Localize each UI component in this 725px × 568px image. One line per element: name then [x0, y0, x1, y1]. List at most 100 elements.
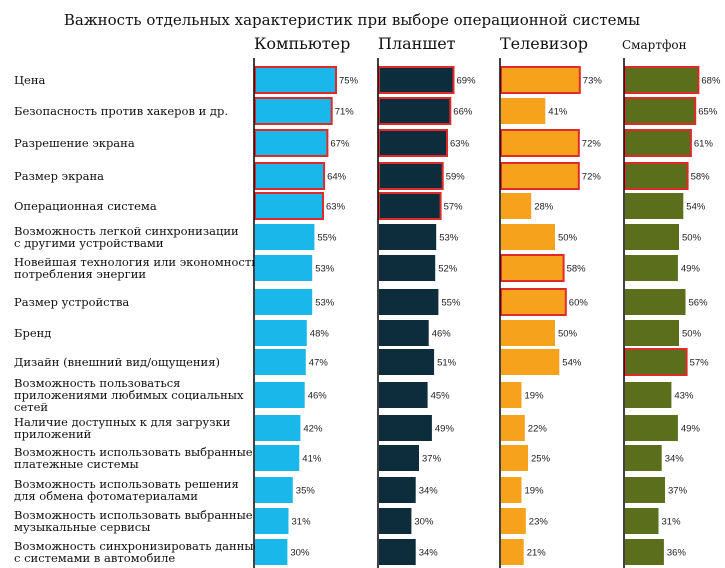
bar [255, 415, 301, 441]
category-label: Размер экрана [14, 169, 104, 183]
category-labels: Цена Безопасность против хакеров и др. Раз… [14, 73, 261, 565]
bar [625, 255, 678, 281]
bar [625, 445, 662, 471]
bar [625, 508, 659, 534]
bar [501, 382, 522, 408]
bar [501, 415, 525, 441]
bar [625, 289, 686, 315]
data-label: 34% [419, 486, 439, 497]
bar [501, 98, 546, 124]
panel-1: Компьютер 75% 71% 67% 64% 63% 55% 53% 53% 48% 47% 4… [253, 34, 359, 568]
data-label: 52% [438, 264, 458, 275]
category-label-line: Разрешение экрана [14, 136, 135, 150]
data-label: 54% [562, 358, 582, 369]
category-label-line: потребления энергии [14, 267, 146, 281]
bar [379, 539, 416, 565]
data-label: 22% [528, 424, 548, 435]
data-label: 49% [435, 424, 455, 435]
data-label: 53% [439, 233, 459, 244]
bar [625, 320, 679, 346]
data-label: 66% [453, 107, 473, 118]
data-label: 50% [558, 329, 578, 340]
bar [378, 66, 455, 94]
bar [255, 289, 313, 315]
category-label-line: Возможность пользоваться [14, 376, 180, 390]
data-label: 25% [531, 454, 551, 465]
data-label: 50% [558, 233, 578, 244]
data-label: 73% [583, 76, 603, 87]
panel-title: Планшет [378, 34, 456, 53]
data-label: 47% [309, 358, 329, 369]
data-label: 50% [682, 233, 702, 244]
data-label: 34% [665, 454, 685, 465]
panel-2: Планшет 69% 66% 63% 59% 57% 53% 52% 55% 46% 51% 45%… [377, 34, 476, 568]
bar [379, 320, 429, 346]
bar [500, 66, 581, 94]
data-label: 19% [525, 391, 545, 402]
bar [501, 349, 560, 375]
bar [254, 192, 324, 220]
category-label-line: сетей [14, 400, 48, 414]
category-label: Возможность синхронизировать данные с сис… [14, 539, 261, 565]
bar [378, 162, 444, 190]
bar [254, 97, 333, 125]
bar [379, 477, 416, 503]
data-label: 58% [567, 264, 587, 275]
bar [378, 97, 452, 125]
data-label: 21% [527, 548, 547, 559]
category-label-line: Наличие доступных к для загрузки [14, 415, 231, 429]
data-label: 28% [534, 202, 554, 213]
bar [254, 129, 329, 157]
data-label: 68% [701, 76, 721, 87]
panel-3: Телевизор 73% 41% 72% 72% 28% 50% 58% 60% 50% 54% 1… [499, 34, 603, 568]
category-label: Наличие доступных к для загрузки приложен… [14, 415, 231, 441]
data-label: 49% [681, 424, 701, 435]
bar [624, 129, 692, 157]
data-label: 71% [335, 107, 355, 118]
data-label: 41% [302, 454, 322, 465]
panel-title: Смартфон [622, 38, 687, 52]
data-label: 57% [444, 202, 464, 213]
bar [379, 415, 432, 441]
category-label-line: Размер экрана [14, 169, 104, 183]
bar [501, 445, 528, 471]
bar [500, 162, 580, 190]
bar [625, 415, 678, 441]
data-label: 48% [310, 329, 330, 340]
data-label: 34% [419, 548, 439, 559]
bar [378, 192, 442, 220]
category-label: Разрешение экрана [14, 136, 135, 150]
data-label: 53% [315, 264, 335, 275]
data-label: 57% [690, 358, 710, 369]
bar [379, 289, 439, 315]
bar [254, 66, 337, 94]
category-label: Возможность использовать решения для обме… [14, 477, 239, 503]
data-label: 65% [698, 107, 718, 118]
data-label: 54% [686, 202, 706, 213]
data-label: 46% [308, 391, 328, 402]
bar [625, 382, 672, 408]
data-label: 35% [296, 486, 316, 497]
data-label: 37% [668, 486, 688, 497]
bar [255, 508, 289, 534]
bar [500, 129, 580, 157]
data-label: 55% [441, 298, 461, 309]
data-label: 30% [290, 548, 310, 559]
category-label-line: Размер устройства [14, 295, 129, 309]
data-label: 45% [431, 391, 451, 402]
category-label-line: Возможность легкой синхронизации [14, 224, 239, 238]
data-label: 64% [327, 172, 347, 183]
data-label: 63% [450, 139, 470, 150]
data-label: 58% [691, 172, 711, 183]
panel-title: Компьютер [254, 34, 350, 53]
data-label: 53% [315, 298, 335, 309]
category-label: Новейшая технология или экономность потре… [14, 255, 257, 281]
data-label: 60% [569, 298, 589, 309]
bar [625, 477, 665, 503]
bar [625, 539, 664, 565]
data-label: 41% [548, 107, 568, 118]
category-label-line: Операционная система [14, 199, 157, 213]
bar [501, 193, 532, 219]
bar [379, 224, 437, 250]
category-label-line: для обмена фотоматериалами [14, 489, 198, 503]
